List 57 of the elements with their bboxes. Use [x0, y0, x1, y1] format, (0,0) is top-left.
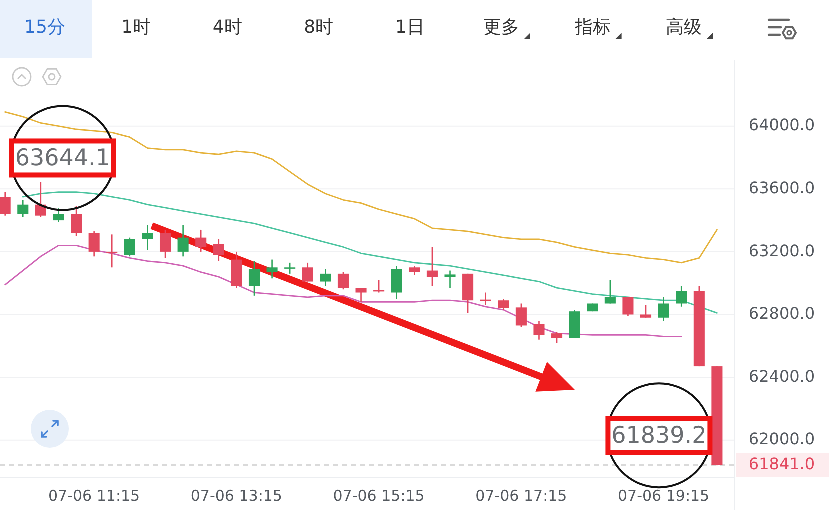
candlestick [356, 287, 367, 303]
y-tick-label: 63200.0 [748, 241, 816, 260]
candlestick [338, 272, 349, 290]
x-tick-label: 07-06 11:15 [48, 487, 140, 506]
text: 高级 [666, 16, 702, 38]
y-tick-label: 64000.0 [748, 116, 816, 135]
x-tick-label: 07-06 17:15 [476, 487, 568, 506]
text: 15分 [24, 16, 66, 38]
x-tick-label: 07-06 15:15 [333, 487, 425, 506]
annotation: 63644.1 [15, 146, 110, 172]
text: 更多 [484, 16, 520, 38]
y-tick-label: 62400.0 [748, 366, 816, 386]
candlestick [106, 234, 118, 268]
candlestick [320, 268, 332, 288]
candlestick [266, 259, 278, 280]
text: 指标 [574, 16, 611, 38]
candlestick [426, 246, 438, 288]
candlestick [196, 229, 207, 253]
candlestick [0, 192, 11, 216]
candlestick [213, 238, 224, 262]
ref-line-label: 61841.0 [748, 454, 816, 474]
candlestick [622, 296, 634, 317]
candlestick [71, 206, 82, 237]
candlestick [88, 230, 100, 258]
candlestick [552, 331, 563, 344]
text: 1日 [395, 16, 425, 38]
candlestick [18, 199, 29, 218]
line-series [22, 192, 718, 314]
candlestick [248, 260, 260, 297]
candlestick [676, 286, 688, 308]
candlestick [391, 265, 402, 300]
candlestick [160, 229, 172, 259]
candlestick [480, 292, 492, 306]
y-tick-label: 62000.0 [748, 430, 816, 449]
candlestick [658, 296, 670, 322]
candlestick [534, 320, 545, 341]
x-tick-label: 07-06 13:15 [190, 487, 282, 506]
x-tick-label: 07-06 19:15 [618, 487, 710, 506]
candlestick [302, 262, 314, 282]
candlestick [409, 265, 420, 276]
line-series [4, 112, 718, 264]
text: 8时 [304, 16, 334, 38]
candlestick [444, 270, 456, 289]
candlestick [142, 224, 154, 252]
text: 1时 [122, 16, 152, 38]
y-tick-label: 63600.0 [748, 178, 816, 198]
candlestick [640, 304, 652, 319]
candlestick [516, 303, 527, 328]
candlestick [124, 237, 136, 258]
candlestick [498, 298, 510, 311]
y-tick-label: 62800.0 [748, 304, 816, 324]
candlestick [604, 280, 616, 304]
candlestick [284, 262, 296, 275]
candlestick [53, 207, 64, 223]
text: 4时 [212, 16, 242, 38]
annotation: 61839.2 [612, 422, 707, 449]
candlestick [178, 224, 189, 258]
